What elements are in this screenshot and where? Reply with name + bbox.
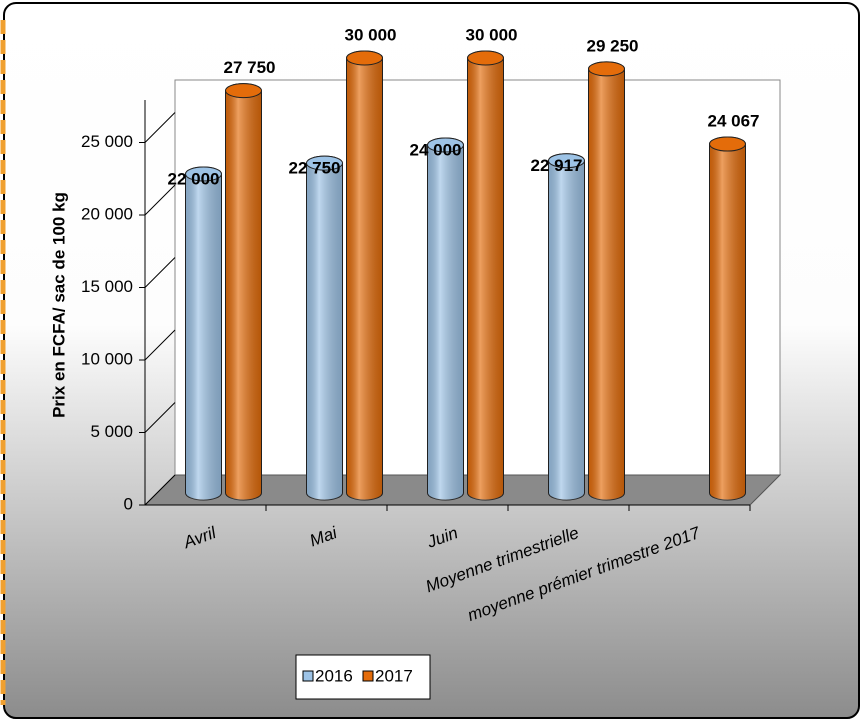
y-tick-label: 10 000 xyxy=(81,349,133,368)
grid-line xyxy=(144,184,176,216)
bar-shading xyxy=(467,51,504,501)
bar-shading xyxy=(709,137,746,500)
y-tick-label: 25 000 xyxy=(81,132,133,151)
data-label: 22 917 xyxy=(531,156,583,175)
grid-line xyxy=(144,474,176,506)
y-tick-label: 15 000 xyxy=(81,277,133,296)
data-label: 30 000 xyxy=(345,25,397,44)
bar-top xyxy=(467,50,504,66)
bar-top xyxy=(427,137,464,153)
grid-line xyxy=(144,257,176,288)
data-label: 27 750 xyxy=(224,58,276,77)
grid-line xyxy=(144,402,176,433)
bar-top xyxy=(306,155,343,171)
y-tick-label: 0 xyxy=(124,494,133,513)
legend-swatch xyxy=(362,670,374,682)
grid-line xyxy=(144,329,176,361)
data-label: 30 000 xyxy=(466,25,518,44)
data-label: 22 750 xyxy=(289,159,341,178)
bar-top xyxy=(346,50,383,66)
grid-line xyxy=(144,112,176,143)
bar-shading xyxy=(427,138,464,500)
legend-swatch xyxy=(302,670,314,682)
bar-top xyxy=(225,83,262,99)
y-tick-label: 5 000 xyxy=(90,422,133,441)
bar-top xyxy=(709,136,746,152)
bar-shading xyxy=(306,156,343,500)
bar-top xyxy=(588,61,625,77)
bar-shading xyxy=(225,83,262,501)
bar-top xyxy=(548,153,585,169)
data-label: 24 067 xyxy=(708,112,760,131)
bar-top xyxy=(185,166,222,182)
y-tick-label: 20 000 xyxy=(81,204,133,223)
data-label: 22 000 xyxy=(168,169,220,188)
legend-label: 2016 xyxy=(315,666,353,685)
bar-shading xyxy=(548,153,585,500)
data-label: 24 000 xyxy=(410,140,462,159)
bar-shading xyxy=(185,167,222,500)
data-label: 29 250 xyxy=(587,36,639,55)
bar-shading xyxy=(588,61,625,500)
bar-shading xyxy=(346,51,383,501)
y-axis-title: Prix en FCFA/ sac de 100 kg xyxy=(49,192,68,418)
legend-label: 2017 xyxy=(375,666,413,685)
